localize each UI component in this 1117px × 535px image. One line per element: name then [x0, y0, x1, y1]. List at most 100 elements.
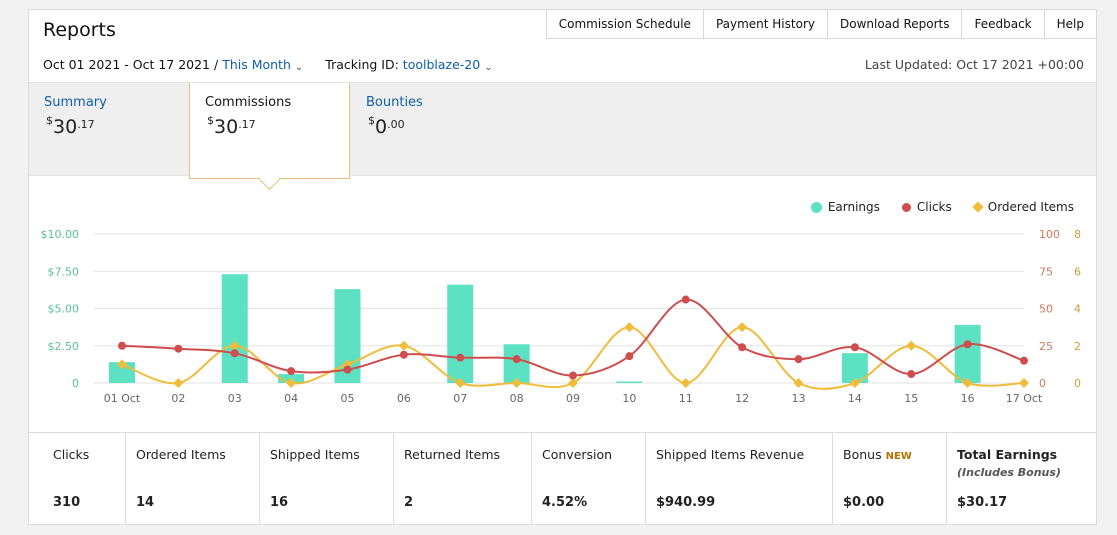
period-dropdown[interactable]: This Month ⌄	[222, 57, 307, 73]
x-tick-label: 06	[397, 392, 411, 405]
chart-legend: Earnings Clicks Ordered Items	[810, 200, 1074, 214]
stat-label: Ordered Items	[136, 447, 226, 462]
ordered-items-point	[680, 378, 691, 388]
download-reports-button[interactable]: Download Reports	[826, 9, 962, 39]
clicks-point	[287, 367, 296, 376]
clicks-point	[907, 370, 916, 379]
stat-value: 2	[404, 495, 414, 510]
ordered-items-point	[455, 378, 466, 388]
tracking-id: toolblaze-20	[402, 57, 481, 72]
y-tick-label-clicks: 25	[1039, 340, 1053, 353]
earnings-bar	[221, 274, 248, 383]
payment-history-button[interactable]: Payment History	[702, 9, 827, 39]
x-tick-label: 17 Oct	[1006, 392, 1043, 405]
tab-label: Commissions	[205, 95, 292, 110]
clicks-point	[456, 353, 465, 362]
x-tick-label: 05	[341, 392, 355, 405]
stat-conversion: Conversion 4.52%	[532, 433, 646, 525]
earnings-dot-icon	[810, 201, 822, 213]
y-tick-label-clicks: 0	[1039, 377, 1046, 390]
legend-earnings[interactable]: Earnings	[810, 200, 880, 214]
tab-amount: $30.17	[46, 114, 95, 138]
stat-label: Conversion	[542, 447, 613, 462]
date-range: Oct 01 2021 - Oct 17 2021 /	[43, 57, 219, 72]
tab-commissions[interactable]: Commissions $30.17	[189, 83, 350, 179]
x-tick-label: 08	[510, 392, 524, 405]
earnings-bar	[447, 284, 474, 383]
stat-clicks: Clicks 310	[29, 433, 126, 525]
y-tick-label-clicks: 75	[1039, 265, 1053, 278]
stat-value: $0.00	[843, 495, 885, 510]
y-tick-label-items: 4	[1074, 303, 1081, 316]
y-tick-label-earnings: $5.00	[48, 303, 80, 316]
stat-shipped-revenue: Shipped Items Revenue $940.99	[646, 433, 833, 525]
clicks-point	[399, 350, 408, 359]
stat-sublabel: (Includes Bonus)	[957, 466, 1061, 479]
earnings-bar	[616, 381, 643, 383]
clicks-point	[569, 371, 577, 380]
feedback-button[interactable]: Feedback	[961, 9, 1044, 39]
page-title: Reports	[43, 19, 116, 41]
clicks-point	[1020, 356, 1028, 365]
ordered-items-point	[849, 378, 860, 388]
x-tick-label: 16	[961, 392, 975, 405]
tracking-label: Tracking ID:	[325, 57, 399, 72]
tab-bounties[interactable]: Bounties $0.00	[366, 83, 506, 175]
tab-label: Bounties	[366, 95, 423, 110]
stat-shipped-items: Shipped Items 16	[260, 433, 394, 525]
help-button[interactable]: Help	[1043, 9, 1097, 39]
clicks-line	[121, 298, 1025, 377]
reports-card: Reports Commission Schedule Payment Hist…	[28, 9, 1097, 525]
stat-label: Bonus NEW	[843, 447, 912, 462]
ordered-items-point	[568, 378, 578, 388]
x-tick-label: 13	[792, 392, 806, 405]
tab-amount: $0.00	[368, 114, 405, 138]
last-updated: Last Updated: Oct 17 2021 +00:00	[864, 57, 1084, 72]
stat-bonus: Bonus NEW $0.00	[833, 433, 947, 525]
ordered-items-point	[511, 378, 522, 388]
new-badge: NEW	[885, 451, 912, 462]
y-tick-label-earnings: 0	[72, 377, 79, 390]
ordered-items-point	[624, 322, 635, 333]
clicks-point	[118, 341, 126, 350]
x-tick-label: 07	[453, 392, 467, 405]
y-tick-label-items: 6	[1074, 265, 1081, 278]
stat-label: Shipped Items	[270, 447, 360, 462]
legend-clicks[interactable]: Clicks	[901, 200, 952, 214]
ordered-items-point	[793, 378, 804, 388]
clicks-dot-icon	[901, 202, 911, 212]
ordered-items-point	[906, 340, 917, 351]
top-nav: Commission Schedule Payment History Down…	[545, 9, 1097, 43]
chevron-down-icon: ⌄	[484, 62, 493, 73]
y-tick-label-earnings: $7.50	[48, 265, 80, 278]
x-tick-label: 10	[622, 392, 636, 405]
tracking-id-dropdown[interactable]: toolblaze-20 ⌄	[402, 57, 493, 73]
commission-schedule-button[interactable]: Commission Schedule	[545, 9, 703, 39]
clicks-point	[850, 343, 859, 352]
legend-ordered-items[interactable]: Ordered Items	[972, 200, 1074, 214]
chevron-down-icon: ⌄	[294, 62, 304, 73]
y-tick-label-earnings: $2.50	[48, 340, 80, 353]
tab-amount: $30.17	[207, 114, 256, 138]
tab-label: Summary	[44, 95, 107, 110]
y-tick-label-earnings: $10.00	[41, 228, 80, 241]
tab-summary[interactable]: Summary $30.17	[44, 83, 184, 175]
y-tick-label-items: 0	[1074, 377, 1081, 390]
y-tick-label-items: 2	[1074, 340, 1081, 353]
stat-value: 310	[53, 495, 81, 510]
x-tick-label: 11	[679, 392, 693, 405]
y-tick-label-clicks: 100	[1039, 228, 1060, 241]
ordered-items-point	[286, 378, 297, 388]
clicks-point	[230, 349, 239, 358]
x-tick-label: 02	[171, 392, 185, 405]
clicks-point	[963, 340, 972, 349]
stat-returned-items: Returned Items 2	[394, 433, 532, 525]
stat-value: $940.99	[656, 495, 716, 510]
ordered-items-point	[737, 322, 748, 333]
stat-label: Shipped Items Revenue	[656, 447, 805, 462]
clicks-point	[343, 365, 352, 374]
y-tick-label-items: 8	[1074, 228, 1081, 241]
ordered-items-point	[173, 378, 184, 388]
stat-ordered-items: Ordered Items 14	[126, 433, 260, 525]
clicks-point	[174, 344, 183, 353]
